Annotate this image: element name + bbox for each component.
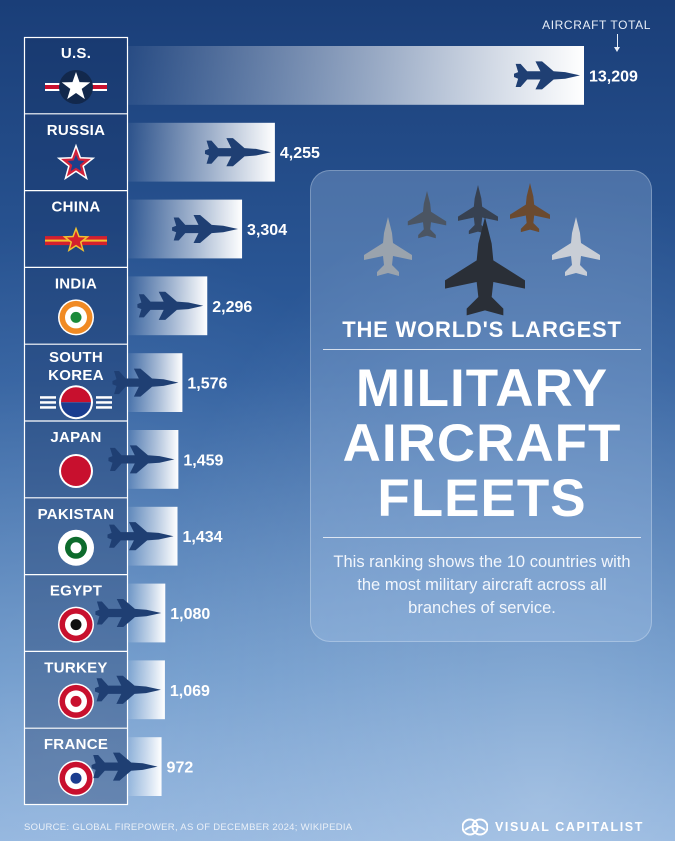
country-label: JAPAN xyxy=(50,429,101,446)
country-label: INDIA xyxy=(55,275,97,292)
country-label: U.S. xyxy=(61,45,91,62)
country-label: RUSSIA xyxy=(47,122,105,139)
value-label: 3,304 xyxy=(247,222,287,239)
chart-row: EGYPT 1,080 xyxy=(24,573,210,643)
value-label: 1,434 xyxy=(183,529,223,546)
panel-divider-bottom xyxy=(323,537,641,538)
aircraft-total-header: AIRCRAFT TOTAL xyxy=(542,18,651,32)
chart-row: U.S. 13,209 xyxy=(45,45,638,105)
country-label: EGYPT xyxy=(50,583,102,600)
chart-row: CHINA 3,304 xyxy=(24,190,287,259)
panel-title-line: FLEETS xyxy=(377,469,587,528)
chart-row: INDIA 2,296 xyxy=(24,266,252,336)
chart-row: FRANCE 972 xyxy=(24,727,194,797)
chart-row: SOUTH KOREA 1,576 xyxy=(24,343,228,420)
chart-row: RUSSIA 4,255 xyxy=(24,113,320,182)
france-roundel-icon xyxy=(58,760,94,797)
panel-title: MILITARY AIRCRAFT FLEETS xyxy=(311,361,653,526)
country-label: SOUTH KOREA xyxy=(48,349,104,384)
down-arrow-icon xyxy=(614,34,620,52)
value-label: 13,209 xyxy=(589,68,638,85)
value-label: 1,459 xyxy=(183,452,223,469)
value-label: 1,080 xyxy=(170,606,210,623)
visual-capitalist-logo-icon xyxy=(462,818,488,836)
china-roundel-icon xyxy=(45,226,107,253)
russia-star-icon xyxy=(56,143,96,181)
japan-roundel-icon xyxy=(59,454,93,488)
country-label: FRANCE xyxy=(44,736,108,753)
brand: VISUAL CAPITALIST xyxy=(462,817,644,837)
brand-name: VISUAL CAPITALIST xyxy=(495,820,644,834)
egypt-roundel-icon xyxy=(58,606,94,643)
panel-title-line: MILITARY xyxy=(355,359,609,418)
value-label: 972 xyxy=(167,760,194,777)
panel-subtitle: THE WORLD'S LARGEST xyxy=(342,317,622,342)
jet-formation-icon xyxy=(364,183,600,316)
pakistan-roundel-icon xyxy=(58,529,94,566)
chart-row: TURKEY 1,069 xyxy=(24,650,210,720)
value-label: 2,296 xyxy=(212,299,252,316)
panel-title-line: AIRCRAFT xyxy=(342,414,622,473)
south-korea-roundel-icon xyxy=(40,385,112,420)
country-label: PAKISTAN xyxy=(38,506,115,523)
title-panel: THE WORLD'S LARGEST MILITARY AIRCRAFT FL… xyxy=(310,170,652,642)
chart-row: PAKISTAN 1,434 xyxy=(24,497,223,566)
country-label: CHINA xyxy=(52,199,101,216)
chart-row: JAPAN 1,459 xyxy=(24,420,224,489)
panel-divider-top xyxy=(323,349,641,350)
value-label: 1,576 xyxy=(187,376,227,393)
us-roundel-icon xyxy=(45,70,107,104)
india-roundel-icon xyxy=(58,299,94,336)
source-note: SOURCE: GLOBAL FIREPOWER, AS OF DECEMBER… xyxy=(24,822,353,833)
value-label: 4,255 xyxy=(280,145,320,162)
country-label: TURKEY xyxy=(44,659,107,676)
turkey-roundel-icon xyxy=(58,683,94,720)
panel-description: This ranking shows the 10 countries with… xyxy=(333,553,631,617)
value-label: 1,069 xyxy=(170,683,210,700)
bar xyxy=(128,46,584,105)
